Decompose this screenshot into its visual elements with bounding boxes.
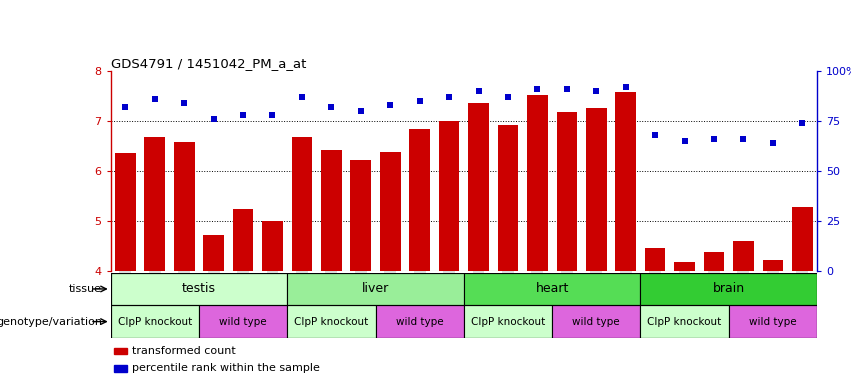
Bar xyxy=(792,207,813,271)
Text: wild type: wild type xyxy=(573,316,620,327)
Bar xyxy=(375,305,464,338)
Bar xyxy=(733,241,754,271)
Bar xyxy=(464,305,552,338)
Point xyxy=(207,116,220,122)
Point xyxy=(648,132,662,138)
Bar xyxy=(552,305,640,338)
Text: wild type: wild type xyxy=(220,316,267,327)
Point xyxy=(354,108,368,114)
Bar xyxy=(114,365,127,372)
Text: transformed count: transformed count xyxy=(132,346,236,356)
Bar xyxy=(115,154,135,271)
Point xyxy=(266,112,279,118)
Point xyxy=(707,136,721,142)
Text: wild type: wild type xyxy=(396,316,443,327)
Bar xyxy=(199,305,287,338)
Point xyxy=(471,88,485,94)
Bar xyxy=(233,209,254,271)
Text: heart: heart xyxy=(535,283,568,295)
Bar xyxy=(640,273,817,305)
Bar xyxy=(640,305,728,338)
Text: brain: brain xyxy=(712,283,745,295)
Bar xyxy=(468,104,488,271)
Point xyxy=(118,104,132,110)
Text: percentile rank within the sample: percentile rank within the sample xyxy=(132,363,320,373)
Point xyxy=(148,96,162,102)
Point xyxy=(590,88,603,94)
Bar xyxy=(287,273,464,305)
Text: liver: liver xyxy=(362,283,389,295)
Point xyxy=(295,94,309,100)
Bar xyxy=(321,150,341,271)
Bar xyxy=(380,152,401,271)
Bar xyxy=(111,305,199,338)
Text: GDS4791 / 1451042_PM_a_at: GDS4791 / 1451042_PM_a_at xyxy=(111,57,306,70)
Bar xyxy=(762,260,783,271)
Bar xyxy=(145,137,165,271)
Bar xyxy=(464,273,640,305)
Text: ClpP knockout: ClpP knockout xyxy=(471,316,545,327)
Text: ClpP knockout: ClpP knockout xyxy=(648,316,722,327)
Point xyxy=(384,102,397,108)
Point xyxy=(766,140,780,146)
Bar xyxy=(114,348,127,354)
Point xyxy=(413,98,426,104)
Bar xyxy=(262,221,283,271)
Text: ClpP knockout: ClpP knockout xyxy=(117,316,192,327)
Point xyxy=(530,86,544,92)
Bar xyxy=(409,129,430,271)
Point xyxy=(324,104,338,110)
Text: wild type: wild type xyxy=(749,316,797,327)
Point xyxy=(619,84,632,90)
Point xyxy=(237,112,250,118)
Point xyxy=(560,86,574,92)
Bar xyxy=(292,137,312,271)
Bar xyxy=(498,125,518,271)
Bar xyxy=(557,112,577,271)
Text: genotype/variation: genotype/variation xyxy=(0,316,102,327)
Text: testis: testis xyxy=(182,283,216,295)
Bar xyxy=(439,121,460,271)
Bar xyxy=(111,273,287,305)
Bar xyxy=(287,305,375,338)
Bar xyxy=(527,95,548,271)
Bar xyxy=(615,92,636,271)
Bar xyxy=(174,142,195,271)
Point xyxy=(443,94,456,100)
Point xyxy=(737,136,751,142)
Point xyxy=(796,120,809,126)
Point xyxy=(501,94,515,100)
Bar xyxy=(586,108,607,271)
Bar xyxy=(645,248,665,271)
Bar xyxy=(728,305,817,338)
Point xyxy=(677,138,691,144)
Text: tissue: tissue xyxy=(69,284,102,294)
Point xyxy=(177,100,191,106)
Bar xyxy=(203,235,224,271)
Bar xyxy=(704,252,724,271)
Bar xyxy=(674,262,694,271)
Text: ClpP knockout: ClpP knockout xyxy=(294,316,368,327)
Bar xyxy=(351,160,371,271)
